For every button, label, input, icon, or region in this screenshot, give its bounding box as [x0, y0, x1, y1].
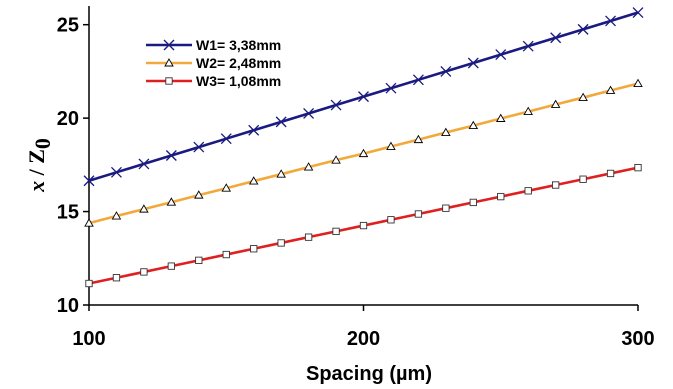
series-2-point [111, 211, 122, 220]
series-2-point [495, 113, 506, 122]
series-3-point [222, 250, 230, 259]
legend-swatch-marker [163, 39, 175, 51]
series-1-point [248, 124, 260, 136]
series-3-point [85, 279, 93, 288]
series-2-point [441, 127, 451, 136]
series-2-point [523, 106, 533, 116]
legend: W1= 3,38mm W2= 2,48mm W3= 1,08mm [146, 37, 281, 89]
series-2-point [331, 155, 341, 164]
legend-label: W1= 3,38mm [196, 37, 281, 53]
series-3-point [497, 192, 505, 201]
series-1-point [110, 166, 122, 178]
series-1-point [138, 158, 150, 170]
legend-item-1: W1= 3,38mm [146, 37, 281, 53]
series-1-point [550, 32, 562, 44]
legend-label: W2= 2,48mm [196, 55, 281, 71]
series-3-point [414, 210, 423, 218]
series-2-point [194, 190, 204, 199]
y-tick-label: 10 [57, 295, 79, 317]
y-tick-label: 20 [57, 108, 79, 130]
series-2-point [248, 176, 259, 185]
x-tick-label: 200 [347, 328, 380, 350]
series-1-point [275, 116, 287, 128]
legend-item-2: W2= 2,48mm [146, 55, 281, 71]
series-1-point [385, 82, 397, 94]
y-tick-label: 15 [57, 202, 79, 224]
series-3-point [277, 239, 285, 247]
series-1-point [522, 40, 534, 52]
series-2-point [468, 120, 479, 130]
y-axis-title: x / Z0 [24, 138, 55, 193]
series-2-point [221, 183, 232, 192]
series-3-point [195, 256, 203, 264]
series-3-point [634, 163, 642, 172]
y-axis-title-subscript: 0 [30, 138, 55, 149]
series-1-point [632, 7, 644, 19]
legend-swatch-marker [165, 77, 173, 85]
series-layer [83, 7, 644, 288]
series-1-point [358, 91, 369, 103]
series-2-point [84, 218, 94, 227]
series-2-point [578, 92, 588, 102]
series-1-point [165, 150, 177, 161]
series-3-point [387, 216, 395, 224]
series-3-point [359, 221, 368, 230]
x-tick-label: 100 [72, 328, 105, 350]
series-3-point [579, 175, 587, 183]
series-3-point [112, 274, 121, 282]
series-1-point [83, 175, 95, 187]
x-axis-title: Spacing (µm) [306, 363, 432, 385]
series-1-point [220, 133, 232, 145]
y-tick-label: 25 [57, 15, 79, 37]
series-3-point [469, 198, 477, 207]
series-2-point [139, 204, 149, 213]
series-1-point [412, 74, 424, 86]
series-1-point [467, 57, 479, 69]
series-3-point [606, 169, 615, 178]
series-3-point [442, 204, 450, 212]
y-axis-title-denominator: / Z [24, 149, 49, 181]
series-1-point [303, 107, 315, 119]
series-2-point [633, 78, 643, 88]
series-2-point [413, 134, 424, 144]
series-1-point [193, 141, 205, 153]
series-2-point [386, 141, 396, 150]
series-2-point [166, 197, 177, 206]
series-3-point [167, 262, 175, 270]
series-1-point [440, 65, 452, 77]
series-2-point [303, 162, 314, 171]
series-2-point [276, 169, 286, 178]
series-2-point [358, 148, 369, 158]
series-1-point [577, 23, 589, 35]
y-axis-title-var: x [24, 181, 49, 193]
series-3-point [304, 233, 313, 241]
series-3-point [524, 187, 532, 195]
legend-label: W3= 1,08mm [196, 73, 281, 89]
series-2 [84, 78, 643, 227]
x-tick-label: 300 [621, 328, 654, 350]
series-3-point [552, 181, 560, 189]
series-3-point [250, 245, 258, 253]
y-ticks: 10 15 20 25 [57, 15, 89, 317]
legend-swatch-marker [164, 58, 174, 67]
plot-area: 10 15 20 25 100 200 300 [57, 6, 655, 350]
series-2-point [550, 99, 561, 108]
series-1 [83, 7, 644, 187]
series-3-point [332, 227, 340, 236]
series-1-point [495, 49, 507, 61]
legend-item-3: W3= 1,08mm [146, 73, 281, 89]
series-3-point [140, 268, 148, 276]
series-1-point [605, 15, 617, 27]
series-1-point [330, 99, 342, 111]
x-ticks: 100 200 300 [72, 305, 655, 350]
series-3 [85, 163, 642, 288]
series-2-point [605, 85, 616, 94]
